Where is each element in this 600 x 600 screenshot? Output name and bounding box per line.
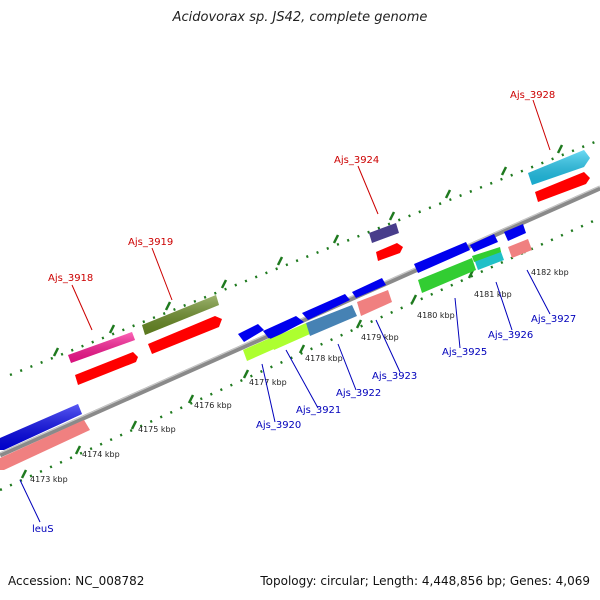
gene-ajs-3919-shade (142, 295, 219, 335)
tick-label-4175: 4175 kbp (138, 425, 176, 434)
genome-summary-text: Topology: circular; Length: 4,448,856 bp… (260, 574, 590, 588)
gene-ajs-3924-pair[interactable] (376, 243, 403, 261)
gene-ajs-3926-top (472, 247, 501, 262)
label-leus: leuS (32, 524, 54, 535)
label-ajs-3928: Ajs_3928 (510, 90, 555, 101)
label-ajs-3919: Ajs_3919 (128, 237, 173, 248)
gene-reverse-blue-3[interactable] (302, 294, 350, 320)
gene-ajs-3926[interactable] (474, 249, 504, 270)
label-ajs-3927: Ajs_3927 (531, 314, 576, 325)
gene-leus-shade (0, 404, 82, 450)
tick-label-4177: 4177 kbp (249, 378, 287, 387)
tick-label-4174: 4174 kbp (82, 450, 120, 459)
tick-label-4176: 4176 kbp (194, 401, 232, 410)
label-ajs-3925: Ajs_3925 (442, 347, 487, 358)
gene-ajs-3928-shade (528, 150, 590, 185)
label-ajs-3918: Ajs_3918 (48, 273, 93, 284)
gene-ajs-3921[interactable] (270, 323, 310, 350)
label-connectors (19, 99, 551, 523)
gene-reverse-blue-7[interactable] (504, 224, 526, 241)
label-ajs-3920: Ajs_3920 (256, 420, 301, 431)
label-ajs-3924: Ajs_3924 (334, 155, 379, 166)
accession-text: Accession: NC_008782 (8, 574, 145, 588)
kbp-tick-labels: 4173 kbp 4174 kbp 4175 kbp 4176 kbp 4177… (30, 268, 569, 484)
gene-ajs-3922[interactable] (306, 305, 357, 336)
gene-ajs-3928-pair[interactable] (535, 172, 590, 202)
gene-reverse-blue-1[interactable] (238, 324, 264, 342)
gene-ajs-3925[interactable] (418, 258, 476, 293)
gene-reverse-blue-5[interactable] (414, 242, 470, 273)
gene-ajs-3918-shade (68, 332, 135, 363)
gene-ajs-3920[interactable] (243, 338, 274, 361)
tick-label-4173: 4173 kbp (30, 475, 68, 484)
label-ajs-3926: Ajs_3926 (488, 330, 533, 341)
tick-label-4182: 4182 kbp (531, 268, 569, 277)
tick-label-4180: 4180 kbp (417, 311, 455, 320)
tick-label-4178: 4178 kbp (305, 354, 343, 363)
gene-ajs-3923[interactable] (357, 290, 392, 316)
label-ajs-3922: Ajs_3922 (336, 388, 381, 399)
diagram-title: Acidovorax sp. JS42, complete genome (172, 10, 428, 25)
gene-reverse-blue-6[interactable] (470, 234, 498, 252)
forward-tick-track (9, 138, 600, 377)
label-ajs-3923: Ajs_3923 (372, 371, 417, 382)
gene-reverse-blue-4[interactable] (352, 278, 386, 298)
tick-label-4181: 4181 kbp (474, 290, 512, 299)
gene-reverse-blue-2[interactable] (263, 316, 304, 340)
gene-ajs-3919-pair[interactable] (148, 316, 222, 354)
gene-ajs-3924[interactable] (369, 223, 399, 243)
label-ajs-3921: Ajs_3921 (296, 405, 341, 416)
gene-leus-pair[interactable] (0, 420, 90, 470)
gene-ajs-3918-pair[interactable] (75, 352, 138, 385)
gene-ajs-3927[interactable] (508, 239, 532, 258)
tick-label-4179: 4179 kbp (361, 333, 399, 342)
